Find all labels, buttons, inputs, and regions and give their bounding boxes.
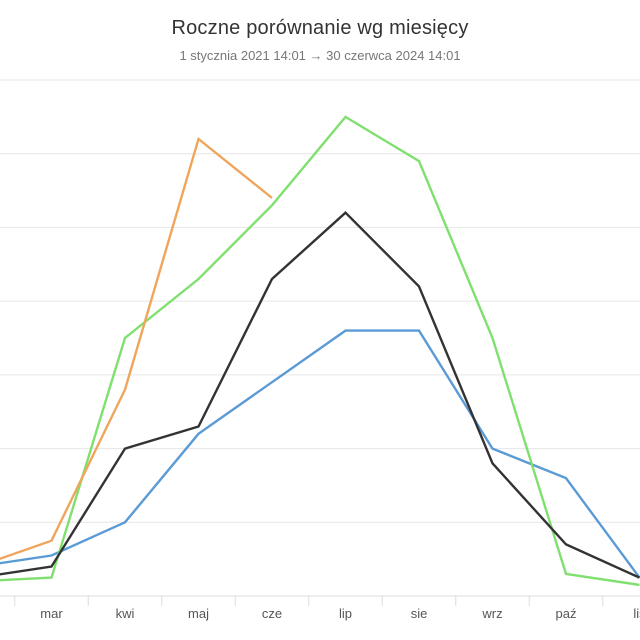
series-line-4	[0, 136, 273, 561]
series-line-3	[0, 211, 640, 579]
x-tick-label: lip	[339, 606, 352, 621]
x-tick-label: lis	[633, 606, 640, 621]
series-lines	[0, 115, 640, 587]
chart-subtitle: 1 stycznia 2021 14:01 → 30 czerwca 2024 …	[179, 48, 461, 63]
chart-title: Roczne porównanie wg miesięcy	[171, 17, 469, 39]
x-tick-label: maj	[188, 606, 209, 621]
gridlines	[0, 79, 640, 523]
x-tick-label: sie	[411, 606, 428, 621]
x-tick-label: kwi	[116, 606, 135, 621]
x-tick-label: paź	[556, 606, 577, 621]
x-axis	[0, 595, 640, 606]
series-line-2	[0, 115, 640, 587]
x-tick-label: cze	[262, 606, 282, 621]
series-line-1	[0, 329, 640, 579]
x-tick-label: wrz	[481, 606, 502, 621]
x-tick-label: mar	[40, 606, 63, 621]
x-tick-labels: mar kwi maj cze lip sie wrz paź lis	[40, 606, 640, 621]
